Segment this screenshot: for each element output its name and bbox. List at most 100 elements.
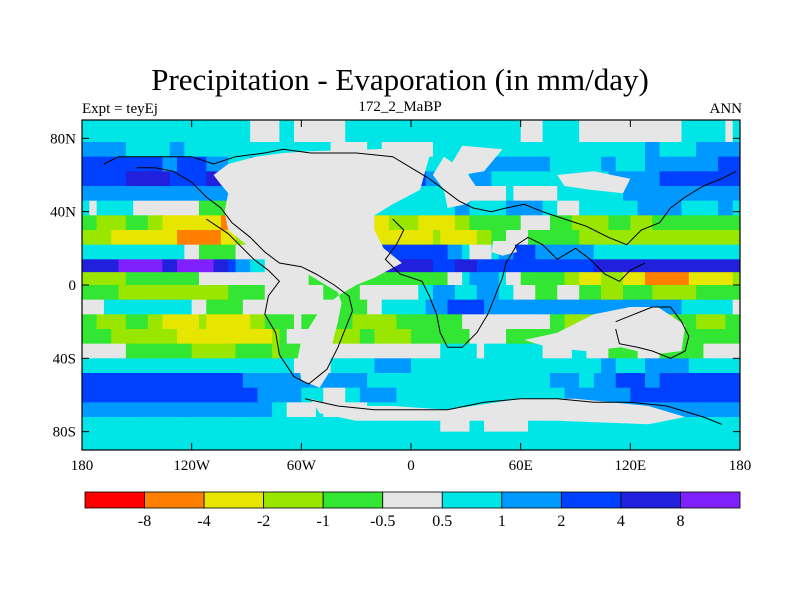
field-cell [330,285,339,301]
field-cell [571,186,580,202]
field-cell [162,285,171,301]
colorbar-label: -0.5 [370,513,395,530]
field-cell [513,431,522,450]
field-cell [294,373,302,389]
field-cell [630,431,639,450]
field-cell [506,314,514,330]
field-cell [586,259,595,273]
field-cell [250,417,259,433]
field-cell [250,402,259,418]
field-cell [140,120,149,143]
field-cell [206,186,215,202]
field-cell [279,387,288,403]
field-cell [674,171,683,187]
coastline [136,167,354,385]
field-cell [454,120,463,143]
field-cell [710,200,719,216]
field-cell [557,358,566,374]
field-cell [125,200,134,216]
field-cell [191,417,200,433]
field-cell [147,373,156,389]
field-cell [352,358,361,374]
field-cell [381,215,390,231]
field-cell [118,417,127,433]
field-cell [396,417,405,433]
field-cell [235,299,244,315]
field-cell [520,417,529,433]
field-cell [228,402,237,418]
field-cell [352,387,361,403]
field-cell [535,285,544,301]
field-cell [411,329,419,345]
field-cell [725,343,734,359]
field-cell [615,417,624,433]
field-cell [484,343,493,359]
field-cell [162,186,171,202]
field-cell [542,299,551,315]
field-cell [418,272,427,286]
field-cell [440,215,449,231]
field-cell [571,314,580,330]
field-cell [542,142,551,158]
field-cell [564,314,573,330]
field-cell [703,215,712,231]
field-cell [118,285,127,301]
field-cell [359,285,368,301]
field-cell [337,417,346,433]
field-cell [257,387,266,403]
field-cell [396,120,405,143]
field-cell [454,314,463,330]
field-cell [586,215,595,231]
field-cell [206,329,215,345]
field-cell [608,230,617,246]
field-cell [155,186,164,202]
field-cell [710,299,719,315]
field-cell [440,259,449,273]
field-cell [491,200,500,216]
field-cell [220,417,229,433]
field-cell [469,244,478,260]
field-cell [571,272,580,286]
field-cell [491,431,500,450]
field-cell [462,230,471,246]
colorbar-label: 0.5 [432,513,452,530]
field-cell [549,299,558,315]
field-cell [718,314,726,330]
field-cell [403,373,412,389]
field-cell [198,200,207,216]
field-cell [484,285,493,301]
field-cell [579,120,588,143]
field-cell [250,244,259,260]
field-cell [82,156,90,172]
field-cell [250,314,259,330]
field-cell [330,373,339,389]
field-cell [688,314,697,330]
field-cell [630,171,639,187]
field-cell [220,120,229,143]
field-cell [111,402,120,418]
field-cell [323,142,332,158]
field-cell [666,402,675,418]
field-cell [169,358,178,374]
field-cell [177,299,185,315]
field-cell [294,402,302,418]
experiment-label: Expt = teyEj [82,101,158,117]
field-cell [177,431,185,450]
field-cell [103,186,112,202]
field-cell [323,373,332,389]
field-cell [184,186,193,202]
field-cell [279,358,288,374]
field-cell [542,200,551,216]
field-cell [630,120,639,143]
field-cell [184,417,193,433]
field-cell [725,314,734,330]
field-cell [615,230,624,246]
field-cell [601,142,609,158]
field-cell [462,343,471,359]
field-cell [725,373,734,389]
field-cell [542,156,551,172]
field-cell [440,230,449,246]
field-cell [162,156,171,172]
field-cell [111,259,120,273]
field-cell [462,417,471,433]
